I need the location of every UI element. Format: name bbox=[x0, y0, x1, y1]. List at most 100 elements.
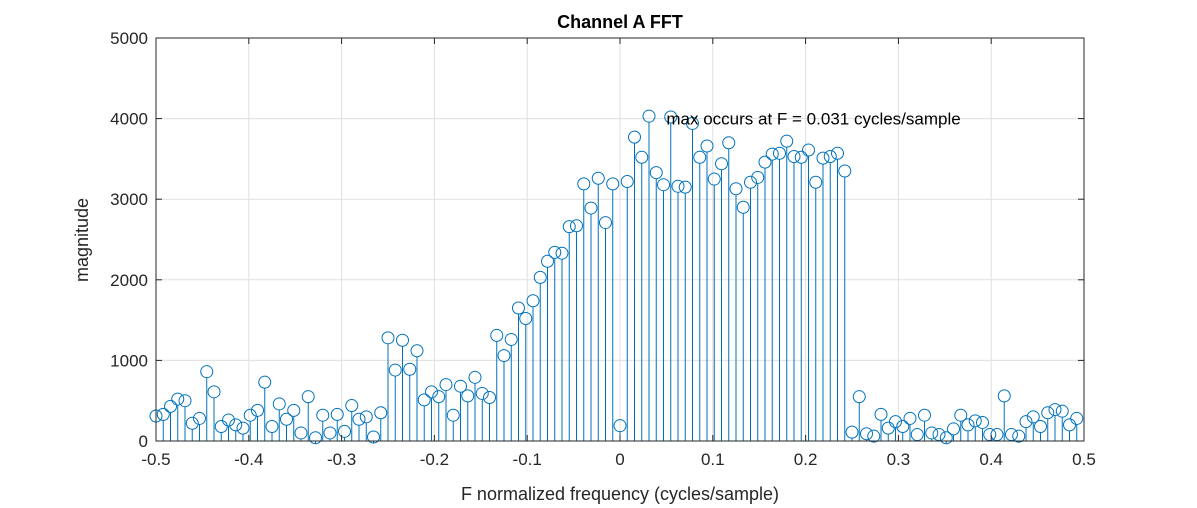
stem-marker bbox=[831, 146, 844, 160]
stem-marker bbox=[1048, 403, 1062, 417]
stem-marker bbox=[548, 245, 562, 259]
stem-marker bbox=[222, 413, 235, 427]
stem-marker bbox=[352, 412, 366, 426]
stem-marker bbox=[599, 216, 612, 230]
chart-title: Channel A FFT bbox=[557, 12, 683, 32]
stem-marker bbox=[236, 421, 250, 435]
stem-marker bbox=[1063, 418, 1076, 432]
stem-marker bbox=[976, 415, 989, 429]
stem-marker bbox=[903, 411, 917, 425]
stem-marker bbox=[439, 378, 453, 392]
stem-marker bbox=[881, 421, 895, 435]
stem-marker bbox=[541, 254, 554, 268]
stem-marker bbox=[591, 171, 605, 185]
stem-marker bbox=[432, 390, 446, 404]
stem-marker bbox=[794, 150, 808, 164]
stem-marker bbox=[367, 430, 380, 444]
stem-marker bbox=[649, 166, 663, 180]
stem-marker bbox=[1034, 419, 1047, 433]
stem-marker bbox=[642, 109, 656, 123]
stem-marker bbox=[425, 385, 438, 399]
stem-marker bbox=[316, 408, 330, 422]
stem-marker bbox=[780, 134, 794, 148]
stem-marker bbox=[968, 414, 982, 428]
stem-marker bbox=[243, 408, 257, 422]
stem-marker bbox=[294, 426, 308, 440]
stem-series bbox=[149, 109, 1084, 445]
stem-marker bbox=[997, 389, 1011, 403]
stem-marker bbox=[613, 419, 627, 433]
stem-marker bbox=[1019, 415, 1033, 429]
x-tick-label: -0.5 bbox=[141, 450, 170, 469]
stem-marker bbox=[388, 363, 402, 377]
stem-marker bbox=[374, 406, 388, 420]
stem-marker bbox=[461, 389, 475, 403]
stem-marker bbox=[693, 150, 707, 164]
y-tick-label: 0 bbox=[139, 432, 148, 451]
stem-marker bbox=[504, 332, 518, 346]
stem-marker bbox=[954, 408, 968, 422]
stem-marker bbox=[483, 390, 496, 404]
stem-marker bbox=[468, 370, 482, 384]
x-tick-label: -0.3 bbox=[327, 450, 356, 469]
stem-marker bbox=[265, 419, 279, 433]
stem-marker bbox=[744, 175, 757, 189]
x-axis-ticks: -0.5 -0.4 -0.3 -0.2 -0.1 0 0.1 0.2 0.3 0.4 0.5 bbox=[141, 38, 1096, 469]
stem-marker bbox=[512, 301, 525, 315]
stem-marker bbox=[359, 410, 373, 424]
stem-marker bbox=[345, 399, 359, 413]
stem-marker bbox=[475, 386, 489, 400]
stem-marker bbox=[309, 431, 322, 445]
stem-marker bbox=[287, 403, 301, 417]
stem-marker bbox=[715, 157, 728, 171]
stem-marker bbox=[686, 116, 699, 130]
stem-marker bbox=[896, 419, 910, 433]
stem-marker bbox=[251, 403, 264, 417]
max-annotation: max occurs at F = 0.031 cycles/sample bbox=[666, 110, 960, 129]
stem-marker bbox=[171, 392, 185, 406]
stem-marker bbox=[751, 170, 765, 184]
stem-marker bbox=[700, 139, 714, 153]
stem-marker bbox=[229, 418, 243, 432]
stem-marker bbox=[323, 426, 337, 440]
x-tick-label: -0.4 bbox=[234, 450, 263, 469]
stem-marker bbox=[867, 429, 881, 443]
stem-marker bbox=[765, 147, 779, 161]
y-tick-label: 1000 bbox=[110, 351, 148, 370]
stem-marker bbox=[164, 399, 177, 413]
stem-marker bbox=[156, 407, 170, 421]
stem-marker bbox=[635, 150, 649, 164]
stem-marker bbox=[628, 130, 641, 144]
stem-marker bbox=[729, 182, 743, 196]
stem-marker bbox=[1026, 410, 1040, 424]
x-tick-label: 0.3 bbox=[887, 450, 911, 469]
x-axis-label: F normalized frequency (cycles/sample) bbox=[461, 484, 779, 504]
stem-marker bbox=[852, 390, 866, 404]
stem-marker bbox=[1041, 406, 1055, 420]
stem-marker bbox=[1070, 411, 1084, 425]
stem-marker bbox=[787, 149, 801, 163]
x-tick-label: -0.1 bbox=[513, 450, 542, 469]
stem-marker bbox=[330, 407, 344, 421]
stem-marker bbox=[620, 174, 634, 188]
stem-marker bbox=[860, 427, 873, 441]
stem-marker bbox=[185, 416, 199, 430]
stem-marker bbox=[671, 179, 685, 193]
stem-marker bbox=[526, 294, 540, 308]
stem-marker bbox=[562, 220, 576, 234]
stem-marker bbox=[809, 175, 823, 189]
y-tick-label: 4000 bbox=[110, 110, 148, 129]
x-tick-label: -0.2 bbox=[420, 450, 449, 469]
stem-marker bbox=[889, 415, 902, 429]
stem-marker bbox=[410, 344, 424, 358]
stem-marker bbox=[454, 379, 467, 393]
stem-marker bbox=[178, 394, 192, 408]
stem-marker bbox=[396, 333, 409, 347]
x-tick-label: 0.1 bbox=[701, 450, 725, 469]
stem-marker bbox=[1055, 404, 1069, 418]
stem-marker bbox=[446, 408, 460, 422]
stem-marker bbox=[301, 390, 315, 404]
stem-marker bbox=[1012, 429, 1026, 443]
stem-marker bbox=[707, 172, 721, 186]
